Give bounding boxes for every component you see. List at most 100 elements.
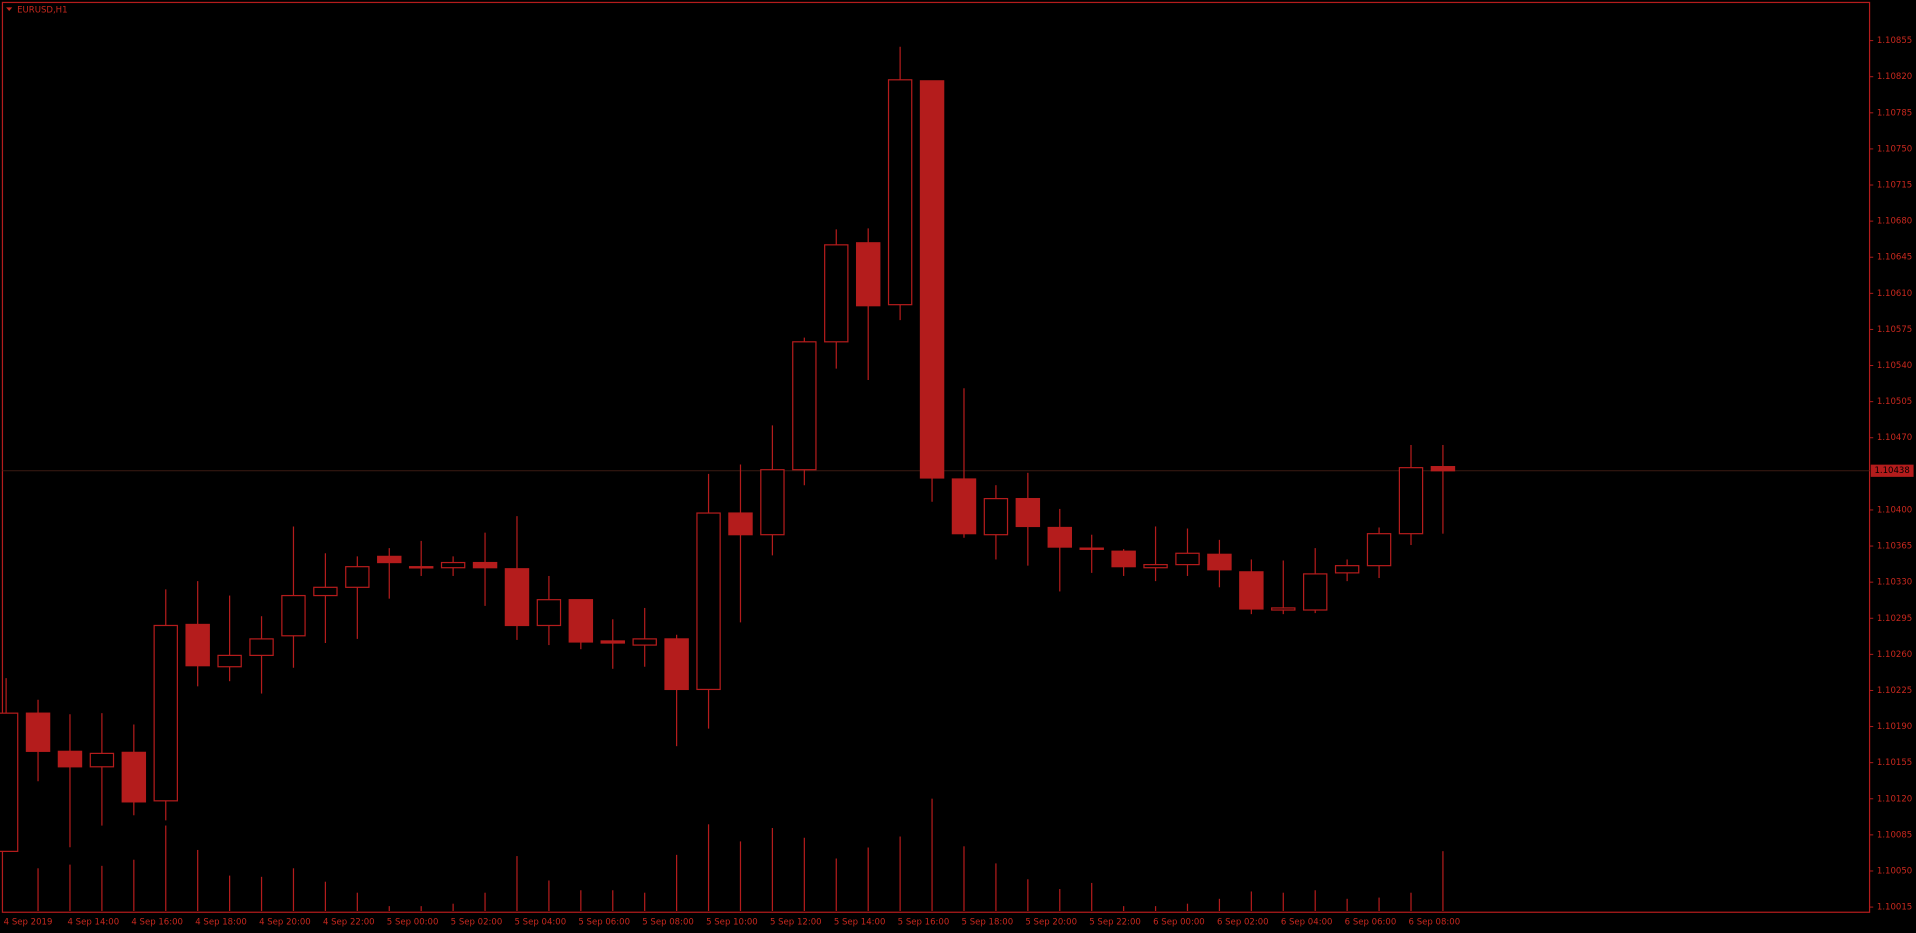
y-tick-label: 1.10715 xyxy=(1877,181,1912,191)
candle-body xyxy=(504,568,530,627)
y-tick-label: 1.10855 xyxy=(1877,36,1912,46)
y-tick-label: 1.10295 xyxy=(1877,614,1912,624)
candle-body xyxy=(887,79,913,306)
candle-body xyxy=(536,599,562,627)
y-tick-label: 1.10750 xyxy=(1877,144,1912,154)
candle-body xyxy=(951,478,977,535)
candle-body xyxy=(1239,571,1264,610)
candle-body xyxy=(1398,467,1424,535)
candle-body xyxy=(983,497,1009,536)
candle-body xyxy=(121,751,147,803)
candle-body xyxy=(568,599,594,643)
last-price-box xyxy=(1870,464,1914,477)
candle-body xyxy=(281,594,306,637)
candle-body xyxy=(1111,550,1136,568)
candle-body xyxy=(217,654,242,668)
x-tick-label: 5 Sep 12:00 xyxy=(770,918,822,928)
y-tick-label: 1.10575 xyxy=(1877,325,1912,335)
y-tick-label: 1.10645 xyxy=(1877,253,1912,263)
x-tick-label: 5 Sep 02:00 xyxy=(451,918,503,928)
y-tick-label: 1.10680 xyxy=(1877,217,1912,227)
x-tick-label: 5 Sep 00:00 xyxy=(387,918,439,928)
candle-body xyxy=(25,712,51,752)
x-tick-label: 6 Sep 02:00 xyxy=(1217,918,1269,928)
y-tick-label: 1.10400 xyxy=(1877,505,1912,515)
candle-body xyxy=(0,712,19,852)
candle-body xyxy=(440,561,466,569)
y-tick-label: 1.10260 xyxy=(1877,650,1912,660)
chart-title: EURUSD,H1 xyxy=(17,5,67,15)
candle-body xyxy=(824,244,849,343)
candle-body xyxy=(345,566,370,588)
y-tick-label: 1.10820 xyxy=(1877,72,1912,82)
candle-body xyxy=(1366,533,1392,567)
symbol-menu-icon[interactable] xyxy=(6,7,13,11)
y-tick-label: 1.10015 xyxy=(1877,903,1912,913)
y-tick-label: 1.10330 xyxy=(1877,578,1912,588)
candle-body xyxy=(1079,547,1104,550)
candle-body xyxy=(313,586,338,597)
x-tick-label: 4 Sep 20:00 xyxy=(259,918,311,928)
candle-body xyxy=(1334,565,1360,574)
candle-body xyxy=(1015,497,1041,528)
x-tick-label: 5 Sep 10:00 xyxy=(706,918,758,928)
x-tick-label: 5 Sep 20:00 xyxy=(1025,918,1077,928)
x-tick-label: 5 Sep 16:00 xyxy=(898,918,950,928)
y-tick-label: 1.10540 xyxy=(1877,361,1912,371)
x-tick-label: 6 Sep 04:00 xyxy=(1281,918,1333,928)
candle-body xyxy=(153,624,178,802)
y-tick-label: 1.10050 xyxy=(1877,866,1912,876)
candle-body xyxy=(377,555,402,564)
x-tick-label: 6 Sep 08:00 xyxy=(1409,918,1461,928)
x-tick-label: 5 Sep 06:00 xyxy=(578,918,630,928)
x-tick-label: 5 Sep 22:00 xyxy=(1089,918,1141,928)
last-price-label: 1.10438 xyxy=(1874,466,1909,476)
candle-body xyxy=(855,242,881,307)
x-tick-label: 4 Sep 18:00 xyxy=(195,918,247,928)
x-tick-label: 6 Sep 00:00 xyxy=(1153,918,1205,928)
candle-body xyxy=(408,566,434,569)
x-tick-label: 5 Sep 14:00 xyxy=(834,918,886,928)
candle-body xyxy=(1271,607,1296,611)
y-tick-label: 1.10505 xyxy=(1877,397,1912,407)
x-tick-label: 4 Sep 2019 xyxy=(4,918,53,928)
candle-body xyxy=(1302,573,1328,611)
candle-body xyxy=(57,750,83,768)
candle-body xyxy=(1047,526,1072,548)
candle-body xyxy=(919,80,945,479)
candle-body xyxy=(249,638,274,657)
y-tick-label: 1.10365 xyxy=(1877,542,1912,552)
candle-body xyxy=(1430,466,1456,472)
candle-body xyxy=(760,469,785,536)
candle-body xyxy=(1143,564,1168,569)
y-tick-label: 1.10120 xyxy=(1877,794,1912,804)
candle-body xyxy=(696,512,721,691)
x-tick-label: 4 Sep 14:00 xyxy=(68,918,120,928)
candle-body xyxy=(1207,553,1232,571)
y-tick-label: 1.10225 xyxy=(1877,686,1912,696)
y-tick-label: 1.10785 xyxy=(1877,108,1912,118)
candle-body xyxy=(728,512,753,536)
plot-frame xyxy=(1,1,1871,913)
x-tick-label: 5 Sep 18:00 xyxy=(962,918,1014,928)
x-tick-label: 4 Sep 16:00 xyxy=(131,918,183,928)
x-tick-label: 5 Sep 04:00 xyxy=(515,918,567,928)
candle-body xyxy=(632,638,657,646)
candle-body xyxy=(664,638,689,691)
y-tick-label: 1.10155 xyxy=(1877,758,1912,768)
candle-body xyxy=(600,640,625,644)
y-tick-label: 1.10190 xyxy=(1877,722,1912,732)
candle-body xyxy=(89,752,115,768)
x-tick-label: 4 Sep 22:00 xyxy=(323,918,375,928)
candle-body xyxy=(472,561,498,569)
candle-body xyxy=(792,341,817,471)
candle-body xyxy=(1175,552,1200,566)
y-tick-label: 1.10085 xyxy=(1877,830,1912,840)
x-tick-label: 5 Sep 08:00 xyxy=(642,918,694,928)
candle-body xyxy=(185,623,210,667)
y-tick-label: 1.10610 xyxy=(1877,289,1912,299)
x-tick-label: 6 Sep 06:00 xyxy=(1345,918,1397,928)
y-tick-label: 1.10470 xyxy=(1877,433,1912,443)
